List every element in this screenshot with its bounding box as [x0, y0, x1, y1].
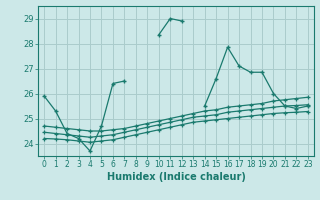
X-axis label: Humidex (Indice chaleur): Humidex (Indice chaleur) [107, 172, 245, 182]
